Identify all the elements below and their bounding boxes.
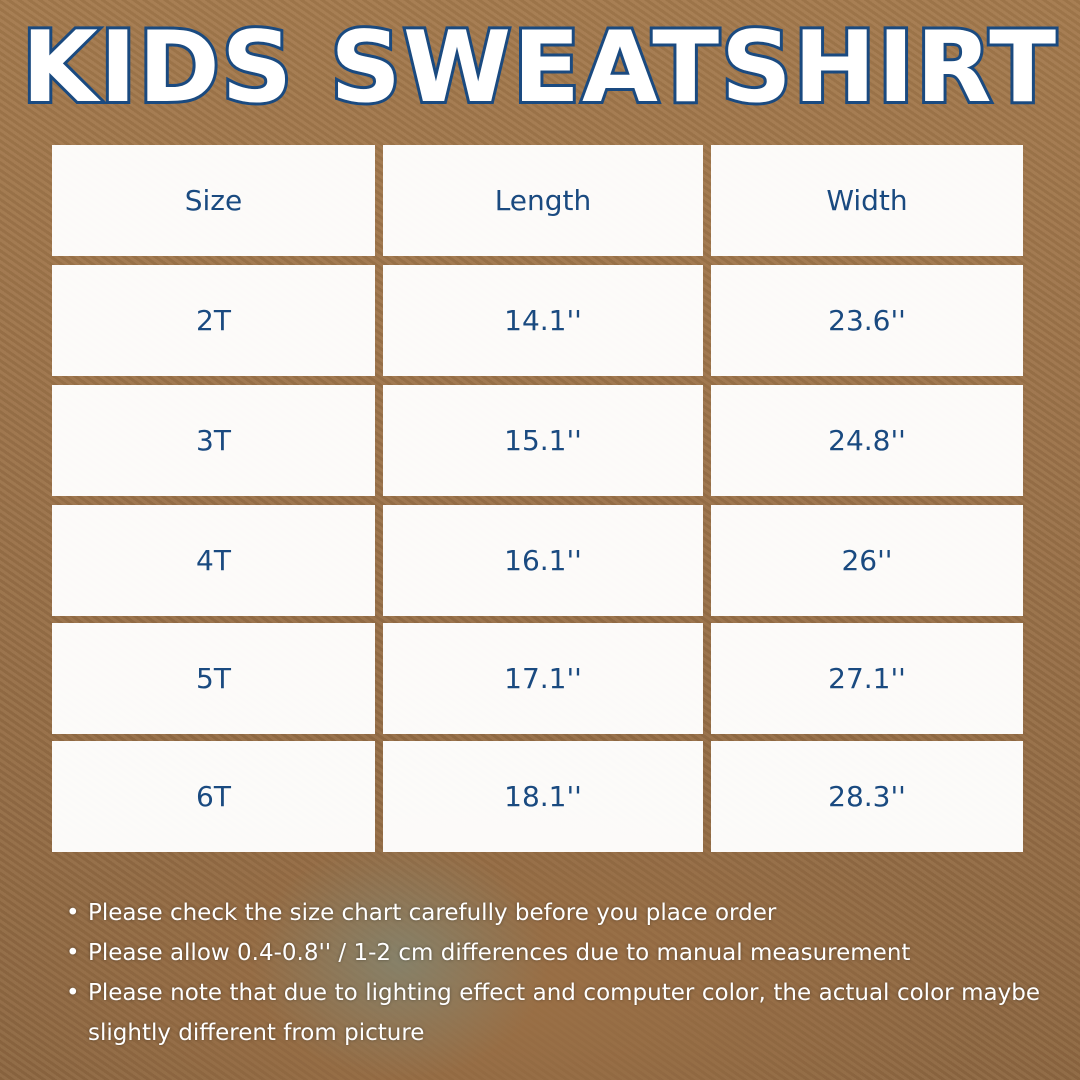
table-cell: 27.1'': [711, 623, 1023, 734]
table-cell: 6T: [52, 741, 375, 852]
notes-list: • Please check the size chart carefully b…: [62, 893, 1040, 1053]
note-text: Please allow 0.4-0.8'' / 1-2 cm differen…: [88, 940, 911, 966]
table-cell: 17.1'': [383, 623, 703, 734]
table-cell: 15.1'': [383, 385, 703, 496]
table-cell: 16.1'': [383, 505, 703, 616]
header-cell: Width: [711, 145, 1023, 256]
table-cell: 28.3'': [711, 741, 1023, 852]
note-text: Please note that due to lighting effect …: [88, 980, 1040, 1046]
note-text: Please check the size chart carefully be…: [88, 900, 777, 926]
eucalyptus-decoration: [250, 840, 550, 1080]
table-cell: 18.1'': [383, 741, 703, 852]
note-item: • Please check the size chart carefully b…: [66, 900, 777, 926]
header-cell: Size: [52, 145, 375, 256]
note-item: • Please note that due to lighting effect…: [66, 980, 1040, 1046]
header-cell: Length: [383, 145, 703, 256]
table-cell: 4T: [52, 505, 375, 616]
note-item: • Please allow 0.4-0.8'' / 1-2 cm differe…: [66, 940, 911, 966]
table-cell: 3T: [52, 385, 375, 496]
table-cell: 24.8'': [711, 385, 1023, 496]
table-cell: 14.1'': [383, 265, 703, 376]
table-cell: 2T: [52, 265, 375, 376]
table-cell: 5T: [52, 623, 375, 734]
page-title: KIDS SWEATSHIRT: [19, 8, 1059, 128]
table-cell: 23.6'': [711, 265, 1023, 376]
table-cell: 26'': [711, 505, 1023, 616]
